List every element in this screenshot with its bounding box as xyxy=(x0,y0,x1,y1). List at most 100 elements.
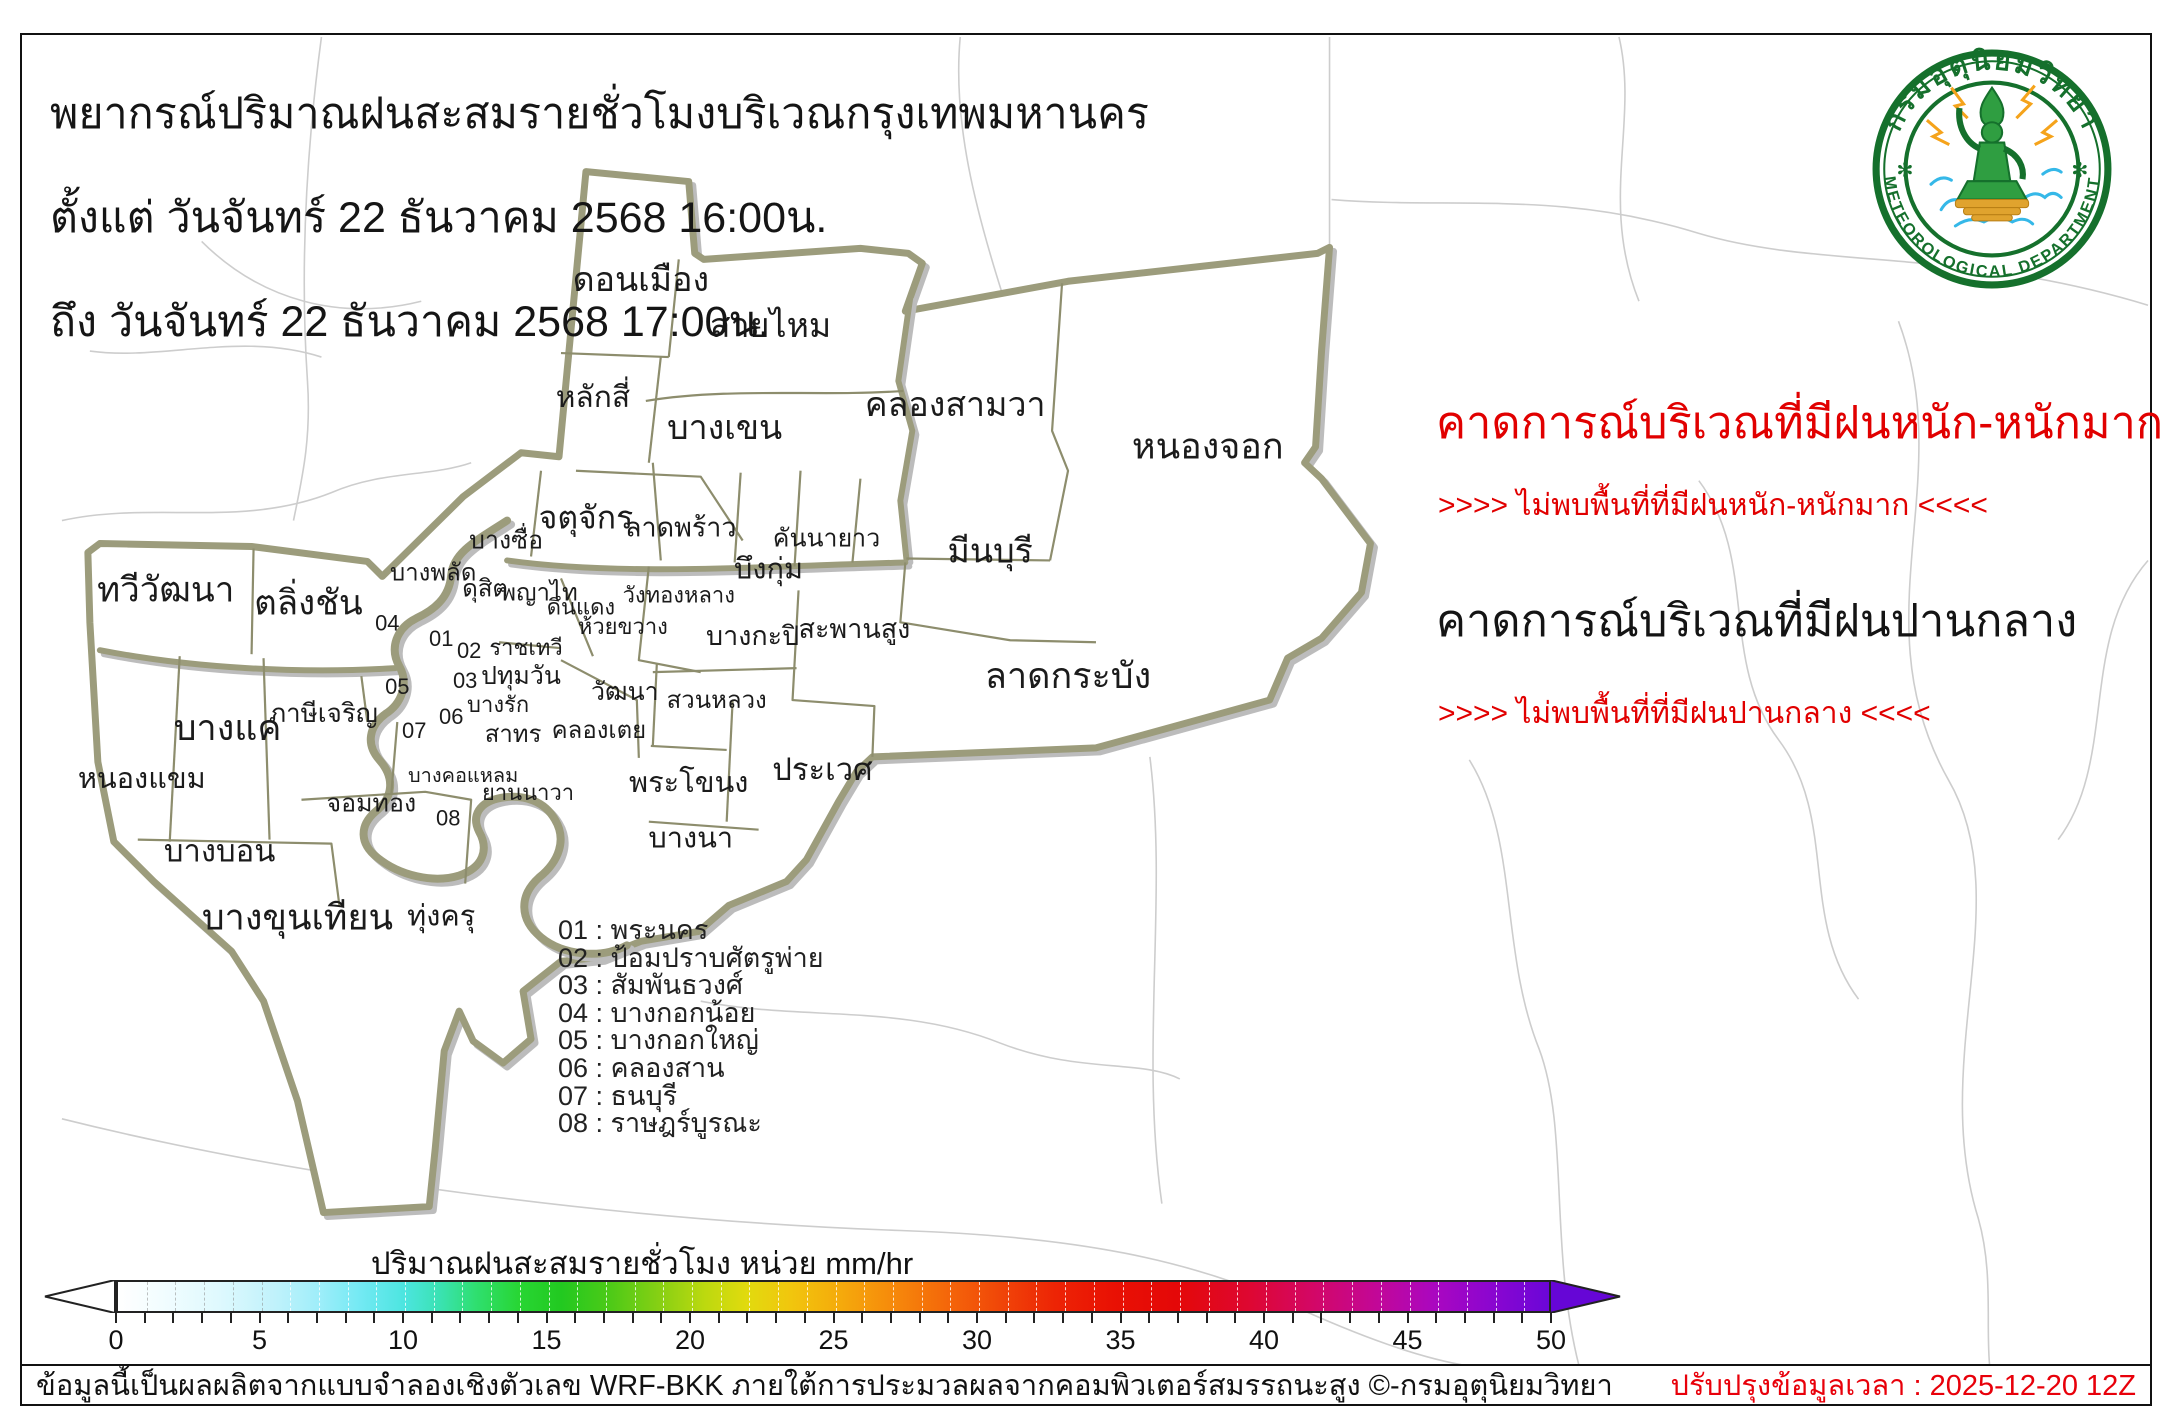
colorbar-tick xyxy=(1004,1313,1007,1323)
colorbar-unit-line xyxy=(1352,1282,1354,1311)
colorbar-tick xyxy=(488,1313,491,1323)
colorbar-unit-line xyxy=(1323,1282,1325,1311)
colorbar-tick xyxy=(315,1313,318,1323)
colorbar-tick xyxy=(1406,1313,1409,1323)
district-label: 05 xyxy=(385,674,409,699)
colorbar-unit-line xyxy=(921,1282,923,1311)
colorbar-tick-label: 45 xyxy=(1392,1325,1423,1355)
colorbar-tick-label: 30 xyxy=(961,1325,993,1355)
colorbar-tick-label: 10 xyxy=(387,1325,419,1355)
colorbar-tick-label: 15 xyxy=(531,1325,562,1355)
colorbar-tick xyxy=(631,1313,634,1323)
colorbar-tick-label: 0 xyxy=(108,1325,124,1355)
colorbar-unit-line xyxy=(548,1282,550,1311)
colorbar-unit-line xyxy=(720,1282,722,1311)
district-label: 01 xyxy=(429,626,453,651)
colorbar-tick xyxy=(1435,1313,1438,1323)
colorbar-tick xyxy=(1062,1313,1065,1323)
colorbar-unit-line xyxy=(1065,1282,1067,1311)
legend-item: 03 : สัมพันธวงศ์ xyxy=(558,970,744,1001)
colorbar-unit-line xyxy=(290,1282,292,1311)
colorbar-unit-line xyxy=(692,1282,693,1311)
tmd-seal-icon: กรมอุตุนิยมวิทยา METEOROLOGICAL DEPARTME… xyxy=(1872,44,2112,289)
legend-item: 06 : คลองสาน xyxy=(558,1052,725,1083)
district-label: ตลิ่งชัน xyxy=(254,578,363,622)
legend-item: 02 : ป้อมปราบศัตรูพ่าย xyxy=(558,942,824,973)
colorbar-tick xyxy=(430,1313,433,1323)
district-label: ดอนเมือง xyxy=(573,261,709,299)
district-label: คลองสามวา xyxy=(865,386,1046,424)
colorbar-unit-line xyxy=(892,1282,894,1311)
district-label: 02 xyxy=(457,638,481,663)
colorbar-unit-line xyxy=(806,1282,808,1311)
colorbar-tick xyxy=(1148,1313,1151,1323)
colorbar-bar xyxy=(116,1280,1551,1313)
colorbar-tick xyxy=(717,1313,720,1323)
district-label: บางกะปิ xyxy=(706,621,799,651)
district-label: ลาดกระบัง xyxy=(985,655,1151,696)
colorbar-tick xyxy=(1033,1313,1036,1323)
colorbar-unit-line xyxy=(1179,1282,1181,1311)
forecast-period-to: ถึง วันจันทร์ 22 ธันวาคม 2568 17:00น. xyxy=(50,298,770,346)
colorbar-unit-line xyxy=(376,1282,378,1311)
colorbar-unit-line xyxy=(778,1282,780,1311)
colorbar-tick xyxy=(516,1313,519,1323)
colorbar-tick xyxy=(229,1313,232,1323)
district-label: บางรัก xyxy=(467,692,529,717)
district-label: 03 xyxy=(453,668,477,693)
colorbar-tick xyxy=(1492,1313,1495,1323)
colorbar-tick xyxy=(1550,1313,1552,1323)
seal-star-left-icon: ✻ xyxy=(1896,160,1913,182)
district-label: คลองเตย xyxy=(552,717,647,744)
colorbar-tick xyxy=(918,1313,921,1323)
colorbar-unit-line xyxy=(605,1282,607,1311)
district-label: บึงกุ่ม xyxy=(734,553,803,586)
colorbar-tick xyxy=(1463,1313,1466,1323)
colorbar-unit-line xyxy=(1294,1282,1296,1311)
colorbar-tick xyxy=(660,1313,663,1323)
district-label: ลาดพร้าว xyxy=(625,513,737,543)
district-label: บางเขน xyxy=(667,409,782,447)
tmd-logo: กรมอุตุนิยมวิทยา METEOROLOGICAL DEPARTME… xyxy=(1870,44,2114,291)
district-label: ประเวศ xyxy=(772,752,873,787)
colorbar-tick-label: 20 xyxy=(674,1325,706,1355)
colorbar-tick xyxy=(1176,1313,1179,1323)
district-label: วัฒนา xyxy=(591,678,659,706)
district-label: พญาไท xyxy=(500,578,577,606)
colorbar-tick xyxy=(1291,1313,1294,1323)
district-label: บางพลัด xyxy=(390,559,476,586)
colorbar-unit-line xyxy=(1007,1282,1009,1311)
district-label: สาทร xyxy=(485,721,542,748)
district-label: จตุจักร xyxy=(539,500,634,538)
colorbar-tick xyxy=(1119,1313,1122,1323)
colorbar-tick xyxy=(402,1313,404,1323)
district-label: ดินแดง xyxy=(547,594,615,619)
colorbar-tick xyxy=(1090,1313,1093,1323)
legend-item: 08 : ราษฎร์บูรณะ xyxy=(558,1108,762,1139)
colorbar-tick xyxy=(344,1313,347,1323)
district-label: ดุสิต xyxy=(462,575,508,602)
legend-item: 07 : ธนบุรี xyxy=(558,1080,678,1111)
map-frame: ดอนเมือง สายไหม หลักสี่ บางเขน คลองสามวา หนอง… xyxy=(20,33,2163,1406)
colorbar-unit-line xyxy=(1524,1282,1526,1311)
colorbar-unit-line xyxy=(1409,1282,1411,1311)
colorbar-tick xyxy=(1263,1313,1265,1323)
district-label: ยานนาวา xyxy=(482,780,574,805)
colorbar-tick xyxy=(746,1313,749,1323)
colorbar-unit-line xyxy=(261,1282,263,1311)
district-label: จอมทอง xyxy=(327,790,417,818)
colorbar-unit-line xyxy=(318,1282,320,1311)
colorbar-tick xyxy=(889,1313,892,1323)
colorbar-unit-line xyxy=(405,1282,406,1311)
district-label: บางแค xyxy=(174,707,282,748)
district-label: สะพานสูง xyxy=(799,614,911,645)
district-label: 04 xyxy=(375,610,399,635)
district-label: คันนายาว xyxy=(773,525,880,553)
colorbar-tick xyxy=(775,1313,778,1323)
colorbar-tick xyxy=(115,1313,117,1323)
forecast-period-from: ตั้งแต่ วันจันทร์ 22 ธันวาคม 2568 16:00น… xyxy=(50,194,828,242)
district-label: บางซื่อ xyxy=(469,523,543,555)
